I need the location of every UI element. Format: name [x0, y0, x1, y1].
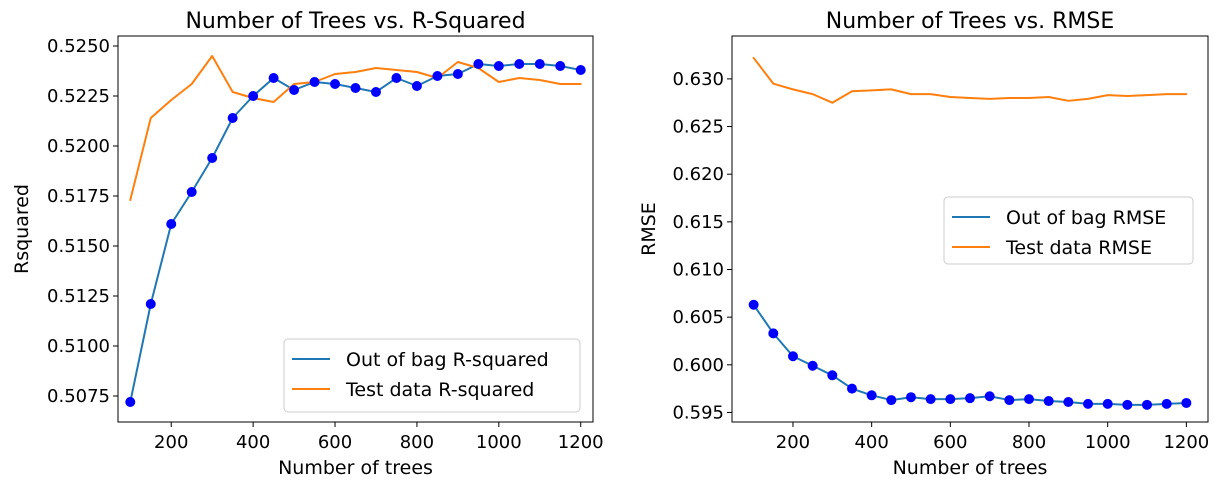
data-point: [186, 187, 197, 197]
data-point: [166, 219, 177, 229]
y-tick-label: 0.630: [672, 69, 724, 90]
data-point: [1161, 398, 1172, 409]
r-squared-chart: 200 400 600 800 1000 1200 0.5075 0.5100 0.5125 0.…: [11, 9, 604, 479]
legend-box: [943, 196, 1194, 265]
rmse-chart: 200 400 600 800 1000 1200 0.595 0.600 0.605 0.610…: [638, 9, 1209, 479]
data-point: [1083, 398, 1094, 409]
data-point: [1142, 399, 1153, 410]
data-point: [748, 299, 759, 310]
legend-entry: Out of bag RMSE: [1006, 207, 1166, 229]
y-tick-label: 0.595: [672, 402, 724, 423]
chart-title: Number of Trees vs. R-Squared: [185, 9, 525, 34]
legend-entry: Out of bag R-squared: [346, 349, 549, 371]
data-point: [145, 299, 156, 309]
x-tick-label: 200: [154, 432, 188, 453]
data-point: [309, 77, 320, 87]
data-point: [125, 397, 136, 407]
x-tick-label: 800: [1012, 432, 1046, 453]
data-point: [473, 59, 484, 69]
data-point: [768, 328, 779, 339]
x-tick-label: 400: [854, 432, 888, 453]
x-tick-label: 600: [933, 432, 967, 453]
x-tick-label: 600: [318, 432, 352, 453]
y-tick-label: 0.610: [672, 260, 724, 281]
x-tick-label: 200: [776, 432, 810, 453]
y-tick-label: 0.5200: [47, 136, 110, 157]
data-point: [905, 392, 916, 403]
data-point: [350, 83, 361, 93]
data-point: [207, 153, 218, 163]
data-point: [268, 73, 279, 83]
chart-title: Number of Trees vs. RMSE: [826, 9, 1114, 34]
data-point: [493, 61, 504, 71]
series-line-test-data: [129, 55, 582, 201]
y-tick-label: 0.5150: [47, 236, 110, 257]
data-point: [846, 383, 857, 394]
plot-frame: [117, 35, 594, 423]
y-tick-label: 0.625: [672, 117, 724, 138]
y-tick-label: 0.5075: [47, 386, 110, 407]
data-point: [945, 394, 956, 405]
x-tick-label: 1200: [558, 432, 604, 453]
data-point: [432, 71, 443, 81]
data-point: [866, 390, 877, 401]
data-point: [1063, 396, 1074, 407]
data-point: [391, 73, 402, 83]
x-tick-label: 400: [236, 432, 270, 453]
legend: Out of bag R-squared Test data R-squared: [283, 338, 581, 413]
data-point: [1024, 394, 1035, 405]
data-point: [227, 113, 238, 123]
series-line-out-of-bag: [752, 303, 1188, 406]
data-point: [1181, 397, 1192, 408]
x-axis-label: Number of trees: [278, 457, 433, 479]
x-tick-label: 1000: [476, 432, 522, 453]
y-tick-label: 0.5250: [47, 36, 110, 57]
data-point: [289, 85, 300, 95]
x-tick-label: 1200: [1163, 432, 1209, 453]
data-point: [984, 391, 995, 402]
y-tick-label: 0.620: [672, 164, 724, 185]
data-point: [452, 69, 463, 79]
x-tick-label: 1000: [1085, 432, 1131, 453]
y-tick-label: 0.5125: [47, 286, 110, 307]
data-point: [1122, 399, 1133, 410]
data-point: [534, 59, 545, 69]
legend-entry: Test data R-squared: [345, 379, 534, 401]
data-point: [330, 79, 341, 89]
data-point: [1043, 396, 1054, 407]
data-point: [1102, 398, 1113, 409]
data-point: [827, 370, 838, 381]
data-point: [248, 91, 259, 101]
data-point: [514, 59, 525, 69]
y-axis-label: Rsquared: [11, 184, 33, 274]
data-point: [411, 81, 422, 91]
x-tick-label: 800: [400, 432, 434, 453]
y-tick-label: 0.5100: [47, 336, 110, 357]
legend: Out of bag RMSE Test data RMSE: [943, 196, 1194, 265]
data-point: [1004, 395, 1015, 406]
plot-frame: [731, 35, 1209, 423]
data-point: [370, 87, 381, 97]
data-point: [965, 393, 975, 404]
series-line-test-data: [752, 56, 1188, 104]
y-axis-label: RMSE: [638, 202, 660, 256]
x-axis-label: Number of trees: [893, 457, 1048, 479]
legend-box: [283, 338, 581, 413]
legend-entry: Test data RMSE: [1005, 237, 1152, 259]
data-point: [575, 65, 586, 75]
data-point: [807, 360, 818, 371]
data-point: [555, 61, 566, 71]
data-point: [925, 394, 936, 405]
y-tick-label: 0.615: [672, 212, 724, 233]
y-tick-label: 0.605: [672, 307, 724, 328]
y-tick-label: 0.5175: [47, 186, 110, 207]
y-tick-label: 0.600: [672, 355, 724, 376]
data-point: [886, 395, 897, 406]
y-tick-label: 0.5225: [47, 86, 110, 107]
data-point: [787, 351, 798, 362]
